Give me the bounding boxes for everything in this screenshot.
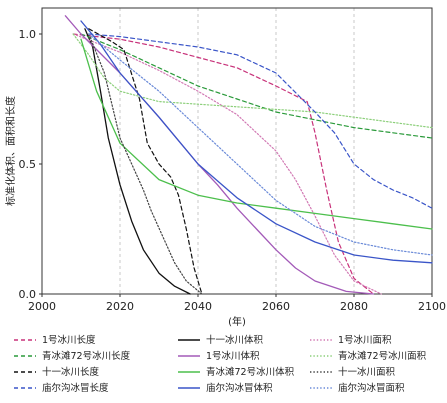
- series-lines: [64, 15, 433, 295]
- x-tick-label: 2060: [262, 300, 290, 313]
- legend-label: 青冰滩72号冰川体积: [206, 366, 295, 378]
- x-tick-label: 2080: [340, 300, 368, 313]
- legend-item: 青冰滩72号冰川面积: [310, 350, 427, 362]
- legend-item: 1号冰川长度: [14, 334, 96, 346]
- series-line-6: [72, 33, 433, 129]
- series-line-3: [72, 33, 382, 295]
- x-axis-label: (年): [228, 315, 246, 328]
- series-line-2: [84, 28, 191, 295]
- y-tick-label: 0.0: [19, 288, 37, 301]
- legend-item: 十一冰川体积: [178, 334, 264, 346]
- series-line-4: [80, 33, 433, 139]
- legend-item: 庙尔沟冰冒长度: [14, 382, 109, 394]
- legend-item: 庙尔沟冰冒体积: [178, 382, 273, 394]
- legend-item: 十一冰川面积: [310, 366, 396, 378]
- series-line-7: [88, 28, 203, 295]
- legend-label: 庙尔沟冰冒体积: [206, 382, 273, 394]
- y-axis-ticks: 0.0 0.5 1.0: [19, 28, 42, 301]
- legend-label: 十一冰川体积: [206, 334, 264, 346]
- series-line-10: [88, 33, 433, 209]
- legend-label: 青冰滩72号冰川长度: [42, 350, 131, 362]
- series-line-8: [80, 38, 433, 230]
- legend-item: 庙尔沟冰冒面积: [310, 382, 405, 394]
- x-tick-label: 2040: [184, 300, 212, 313]
- legend-label: 十一冰川面积: [338, 366, 396, 378]
- y-tick-label: 1.0: [19, 28, 37, 41]
- series-line-1: [72, 33, 375, 295]
- legend-label: 十一冰川长度: [42, 366, 100, 378]
- legend-item: 十一冰川长度: [14, 366, 100, 378]
- plot-frame: [41, 7, 433, 295]
- legend-label: 1号冰川长度: [42, 334, 96, 346]
- series-line-12: [88, 33, 433, 256]
- y-axis-label: 标准化体积、面积和长度: [4, 96, 17, 206]
- legend-item: 1号冰川体积: [178, 350, 260, 362]
- series-line-11: [80, 20, 433, 264]
- legend-item: 青冰滩72号冰川体积: [178, 366, 295, 378]
- legend-item: 青冰滩72号冰川长度: [14, 350, 131, 362]
- legend-item: 1号冰川面积: [310, 334, 392, 346]
- x-tick-label: 2000: [28, 300, 56, 313]
- x-tick-label: 2020: [106, 300, 134, 313]
- series-line-9: [88, 33, 203, 295]
- legend-label: 青冰滩72号冰川面积: [338, 350, 427, 362]
- x-axis-ticks: 2000 2020 2040 2060 2080 2100: [28, 294, 446, 313]
- legend-label: 1号冰川体积: [206, 350, 260, 362]
- legend-label: 1号冰川面积: [338, 334, 392, 346]
- legend-label: 庙尔沟冰冒长度: [42, 382, 109, 394]
- y-tick-label: 0.5: [19, 158, 37, 171]
- legend-label: 庙尔沟冰冒面积: [338, 382, 405, 394]
- x-tick-label: 2100: [418, 300, 446, 313]
- series-line-5: [64, 15, 375, 295]
